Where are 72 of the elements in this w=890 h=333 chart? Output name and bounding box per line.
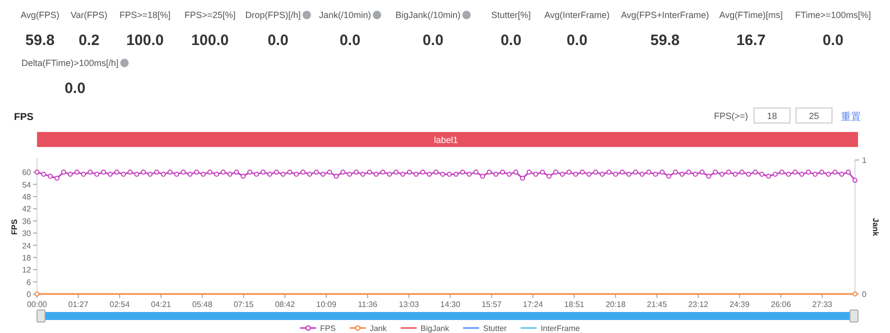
legend-label: Stutter [483,324,508,333]
y-tick-label: 18 [22,253,32,262]
category-label: Avg(FPS+InterFrame) [620,10,710,20]
y-tick-label: 12 [22,266,32,275]
x-tick-label: 01:27 [68,300,89,309]
legend-label: FPS [320,324,336,333]
x-tick-label: 26:06 [770,300,792,309]
y-tick-label: 30 [22,229,32,238]
text: 59.8 [25,32,55,49]
text: 0.0 [64,80,86,97]
category-label: Avg(FPS) [20,10,60,20]
y2-tick-label: 1 [862,156,867,165]
y-tick-label: 36 [22,216,32,226]
x-tick-label: 15:57 [482,300,502,309]
category-label: FPS>=25[%] [184,10,236,20]
x-tick-label: 18:51 [564,300,585,309]
x-tick-label: 24:39 [730,300,750,309]
text: 25 [808,111,820,121]
x-tick-label: 14:30 [440,300,461,309]
category-label: Jank(/10min) [318,10,372,20]
y2-axis-title: Jank [871,218,880,237]
category-label: Drop(FPS)[/h] [245,10,301,20]
x-tick-label: 07:15 [234,300,254,309]
x-tick-label: 21:45 [646,300,668,309]
text: 100.0 [191,32,229,49]
category-label: FTime>=100ms[%] [795,10,871,20]
x-tick-label: 05:48 [192,300,213,309]
text: 16.7 [736,32,766,49]
x-tick-label: 27:33 [812,300,833,309]
text: 0.0 [566,32,588,49]
x-tick-label: 00:00 [26,300,48,309]
legend-label: InterFrame [540,324,580,333]
legend-label: BigJank [420,324,450,333]
x-tick-label: 08:42 [274,300,296,309]
x-tick-label: 11:36 [358,300,378,309]
text: 0.0 [422,32,444,49]
category-label: Avg(FTime)[ms] [719,10,783,20]
category-label: BigJank(/10min) [395,10,461,20]
text: 0.0 [500,32,522,49]
y-tick-label: 42 [22,204,32,214]
legend-label: Jank [370,324,388,333]
text: 100.0 [126,32,164,49]
text: 18 [766,111,778,121]
category-label: Var(FPS) [70,10,108,20]
text: 0.0 [822,32,844,49]
x-tick-label: 13:03 [398,300,420,309]
x-tick-label: 10:09 [316,300,337,309]
category-label: FPS>=18[%] [119,10,171,20]
x-tick-label: 20:18 [606,300,626,309]
x-tick-label: 02:54 [110,300,130,309]
text: 0.0 [340,32,360,49]
y-axis-title: FPS [10,218,19,235]
y-tick-label: 60 [22,168,32,178]
text: 重置 [841,111,861,123]
text: label1 [434,135,458,145]
x-tick-label: 04:21 [150,300,172,309]
x-tick-label: 23:12 [688,300,709,309]
text: 0.0 [268,32,288,49]
text: FPS(>=) [714,111,748,121]
y-tick-label: 54 [22,180,32,190]
y-tick-label: 48 [22,192,32,202]
y-tick-label: 24 [22,241,32,250]
y-tick-label: 0 [26,290,32,299]
chart-title: FPS [14,112,34,123]
y2-tick-label: 0 [862,290,867,299]
category-label: Stutter[%] [491,10,531,20]
category-label: Delta(FTime)>100ms[/h] [22,58,118,68]
y-tick-label: 6 [26,278,32,287]
text: 0.2 [78,32,100,49]
category-label: Avg(InterFrame) [544,10,610,20]
text: 59.8 [650,32,680,49]
x-tick-label: 17:24 [522,300,544,309]
